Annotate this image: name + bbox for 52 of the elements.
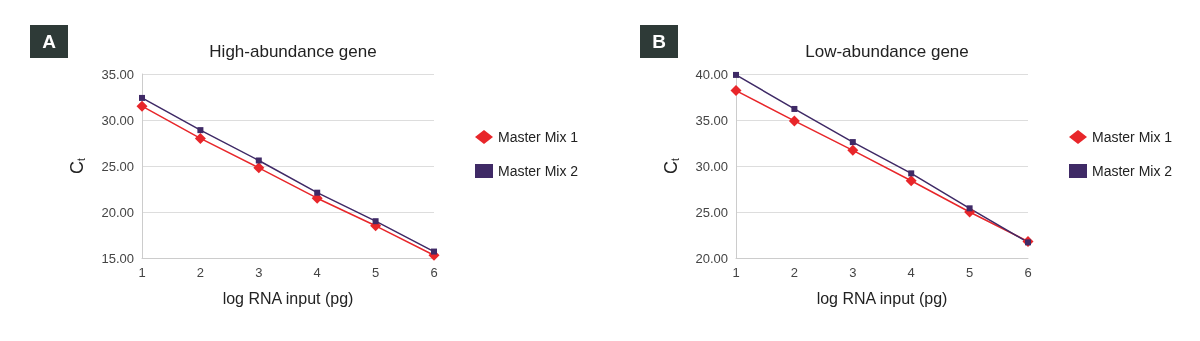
y-axis-title: Ct <box>67 157 87 174</box>
point <box>372 218 379 225</box>
point <box>908 170 915 177</box>
point <box>733 71 739 78</box>
text: B <box>640 25 678 58</box>
x-tick-label: 1 <box>138 265 146 280</box>
x-tick-label: 6 <box>430 265 438 280</box>
x-tick-label: 3 <box>849 265 857 280</box>
point <box>314 189 321 196</box>
point <box>905 175 917 187</box>
point <box>847 144 859 156</box>
x-tick-label: 5 <box>965 265 974 280</box>
x-tick-label: 3 <box>255 265 263 280</box>
y-tick-label: 25.00 <box>101 158 134 174</box>
x-tick-label: 2 <box>196 265 205 280</box>
x-tick-label: 1 <box>732 265 740 280</box>
text: A <box>30 25 68 58</box>
point <box>253 162 265 174</box>
point <box>194 132 206 144</box>
point <box>431 248 437 255</box>
y-tick-label: 15.00 <box>101 250 134 266</box>
chart-title: Low-abundance gene <box>805 42 969 61</box>
point <box>730 85 742 97</box>
legend-label: Master Mix 1 <box>498 129 579 145</box>
x-tick-label: 5 <box>371 265 380 280</box>
point <box>849 139 856 146</box>
chart-title: High-abundance gene <box>209 42 377 61</box>
x-tick-label: 4 <box>313 265 321 280</box>
point <box>139 94 145 101</box>
point <box>136 100 148 112</box>
y-tick-label: 40.00 <box>695 66 728 82</box>
x-axis-title: log RNA input (pg) <box>816 289 948 307</box>
legend-label: Master Mix 2 <box>498 163 579 179</box>
y-tick-label: 30.00 <box>695 158 728 174</box>
y-tick-label: 25.00 <box>695 204 728 220</box>
legend-label: Master Mix 1 <box>1092 129 1173 145</box>
point <box>791 105 798 112</box>
y-tick-label: 20.00 <box>695 250 728 266</box>
legend-label: Master Mix 2 <box>1092 163 1173 179</box>
point <box>197 127 204 134</box>
x-tick-label: 2 <box>790 265 799 280</box>
point <box>255 157 262 164</box>
point <box>966 205 973 212</box>
point <box>788 115 800 127</box>
x-axis-title: log RNA input (pg) <box>222 289 354 307</box>
y-tick-label: 30.00 <box>101 112 134 128</box>
y-axis-title: Ct <box>661 157 681 174</box>
y-tick-label: 35.00 <box>695 112 728 128</box>
y-tick-label: 20.00 <box>101 204 134 220</box>
y-tick-label: 35.00 <box>101 66 134 82</box>
x-tick-label: 6 <box>1024 265 1032 280</box>
x-tick-label: 4 <box>907 265 915 280</box>
